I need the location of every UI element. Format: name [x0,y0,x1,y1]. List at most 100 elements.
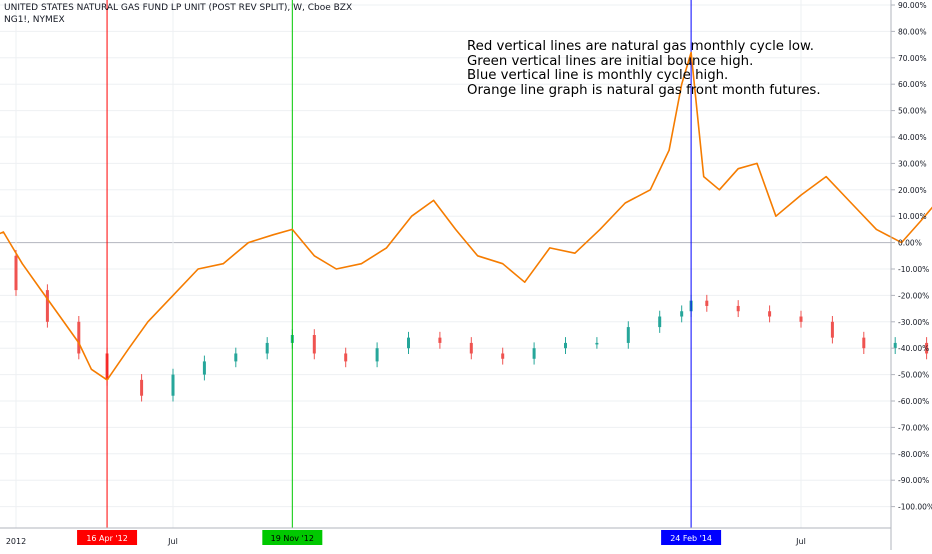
annotation-line: Blue vertical line is monthly cycle high… [467,68,729,83]
candle-body [312,335,316,354]
futures-point [222,263,224,265]
x-axis-ticks: 2012JulJul2015JulJul2018JulJul2020 [6,537,806,546]
y-tick-label: -10.00% [898,265,929,274]
candle-body [469,342,473,354]
y-tick-label: -30.00% [898,318,929,327]
futures-point [197,268,199,270]
candle-body [532,348,536,359]
annotation-line: Green vertical lines are initial bounce … [467,53,754,69]
futures-point [900,242,903,244]
futures-point [775,215,777,217]
marker-label-bg [77,530,138,545]
candle-body [14,255,18,291]
futures-point [2,231,5,233]
futures-point [599,228,601,230]
candle-body [45,290,49,322]
futures-point [385,247,388,249]
futures-point [455,228,457,230]
futures-point [574,252,576,254]
candle-body [438,337,442,343]
candle-body [893,342,897,349]
futures-point [703,176,705,178]
y-tick-label: -60.00% [898,397,929,406]
futures-point [690,51,692,54]
candle-body [564,342,567,349]
candle-body [862,337,866,349]
marker-label-bg [661,530,722,545]
futures-point [718,189,720,191]
futures-point [649,189,651,191]
futures-point [825,176,827,178]
x-tick-label: Jul [167,537,178,546]
futures-point [737,168,739,170]
futures-point [78,342,80,344]
candle-body [501,353,505,359]
candle-body [768,311,772,317]
y-tick-label: -50.00% [898,371,929,380]
x-tick-label: 2012 [6,537,26,546]
y-tick-label: -20.00% [898,291,929,300]
x-tick-label: Jul [795,537,806,546]
candlestick-series [14,249,929,402]
futures-point [291,228,293,230]
candle-body [925,342,929,354]
futures-point [800,194,802,196]
y-tick-label: 30.00% [898,159,927,168]
candle-body [140,379,144,396]
annotation-text: Red vertical lines are natural gas month… [467,39,821,98]
candle-body [705,300,709,306]
candle-body [407,337,410,349]
futures-point [875,228,877,230]
candle-body [626,327,630,343]
futures-point [313,255,315,257]
candle-body [171,374,175,396]
futures-point [681,83,683,85]
y-tick-label: 70.00% [898,54,927,63]
candle-body [344,353,348,362]
y-tick-label: -70.00% [898,423,929,432]
futures-line [0,51,932,381]
futures-point [21,263,23,265]
y-tick-label: 60.00% [898,80,927,89]
candle-body [234,353,238,362]
y-tick-label: 20.00% [898,186,927,195]
futures-point [850,202,852,204]
y-tick-label: 0.00% [898,239,922,248]
marker-label: 19 Nov '12 [271,534,314,543]
candle-body [595,342,599,345]
futures-point [524,281,526,283]
candle-body [830,321,834,338]
candle-body [375,348,379,362]
axes [0,0,892,550]
marker-label: 24 Feb '14 [670,534,712,543]
y-tick-label: 80.00% [898,27,927,36]
grid-layer [0,0,891,528]
candle-body [736,305,740,312]
futures-point [40,289,42,291]
futures-point [919,220,921,223]
futures-point [335,268,337,270]
y-tick-label: -90.00% [898,476,929,485]
futures-point [90,368,92,370]
futures-point [411,215,413,217]
candle-body [77,321,81,354]
y-tick-label: 10.00% [898,212,927,221]
futures-point [147,321,149,323]
y-tick-label: -100.00% [898,503,932,512]
cycle-marker-lines [106,0,692,528]
y-tick-label: 40.00% [898,133,927,142]
futures-point [668,149,670,151]
candle-body [202,361,206,375]
candle-body [799,316,803,322]
futures-point [476,255,479,257]
y-tick-label: 90.00% [898,1,927,10]
candle-body [658,316,662,328]
annotation-line: Red vertical lines are natural gas month… [467,39,814,54]
marker-label: 16 Apr '12 [86,534,127,543]
futures-point [247,242,249,244]
futures-point [433,199,435,201]
y-tick-label: -40.00% [898,344,929,353]
compare-symbol: NG1!, NYMEX [4,15,65,25]
